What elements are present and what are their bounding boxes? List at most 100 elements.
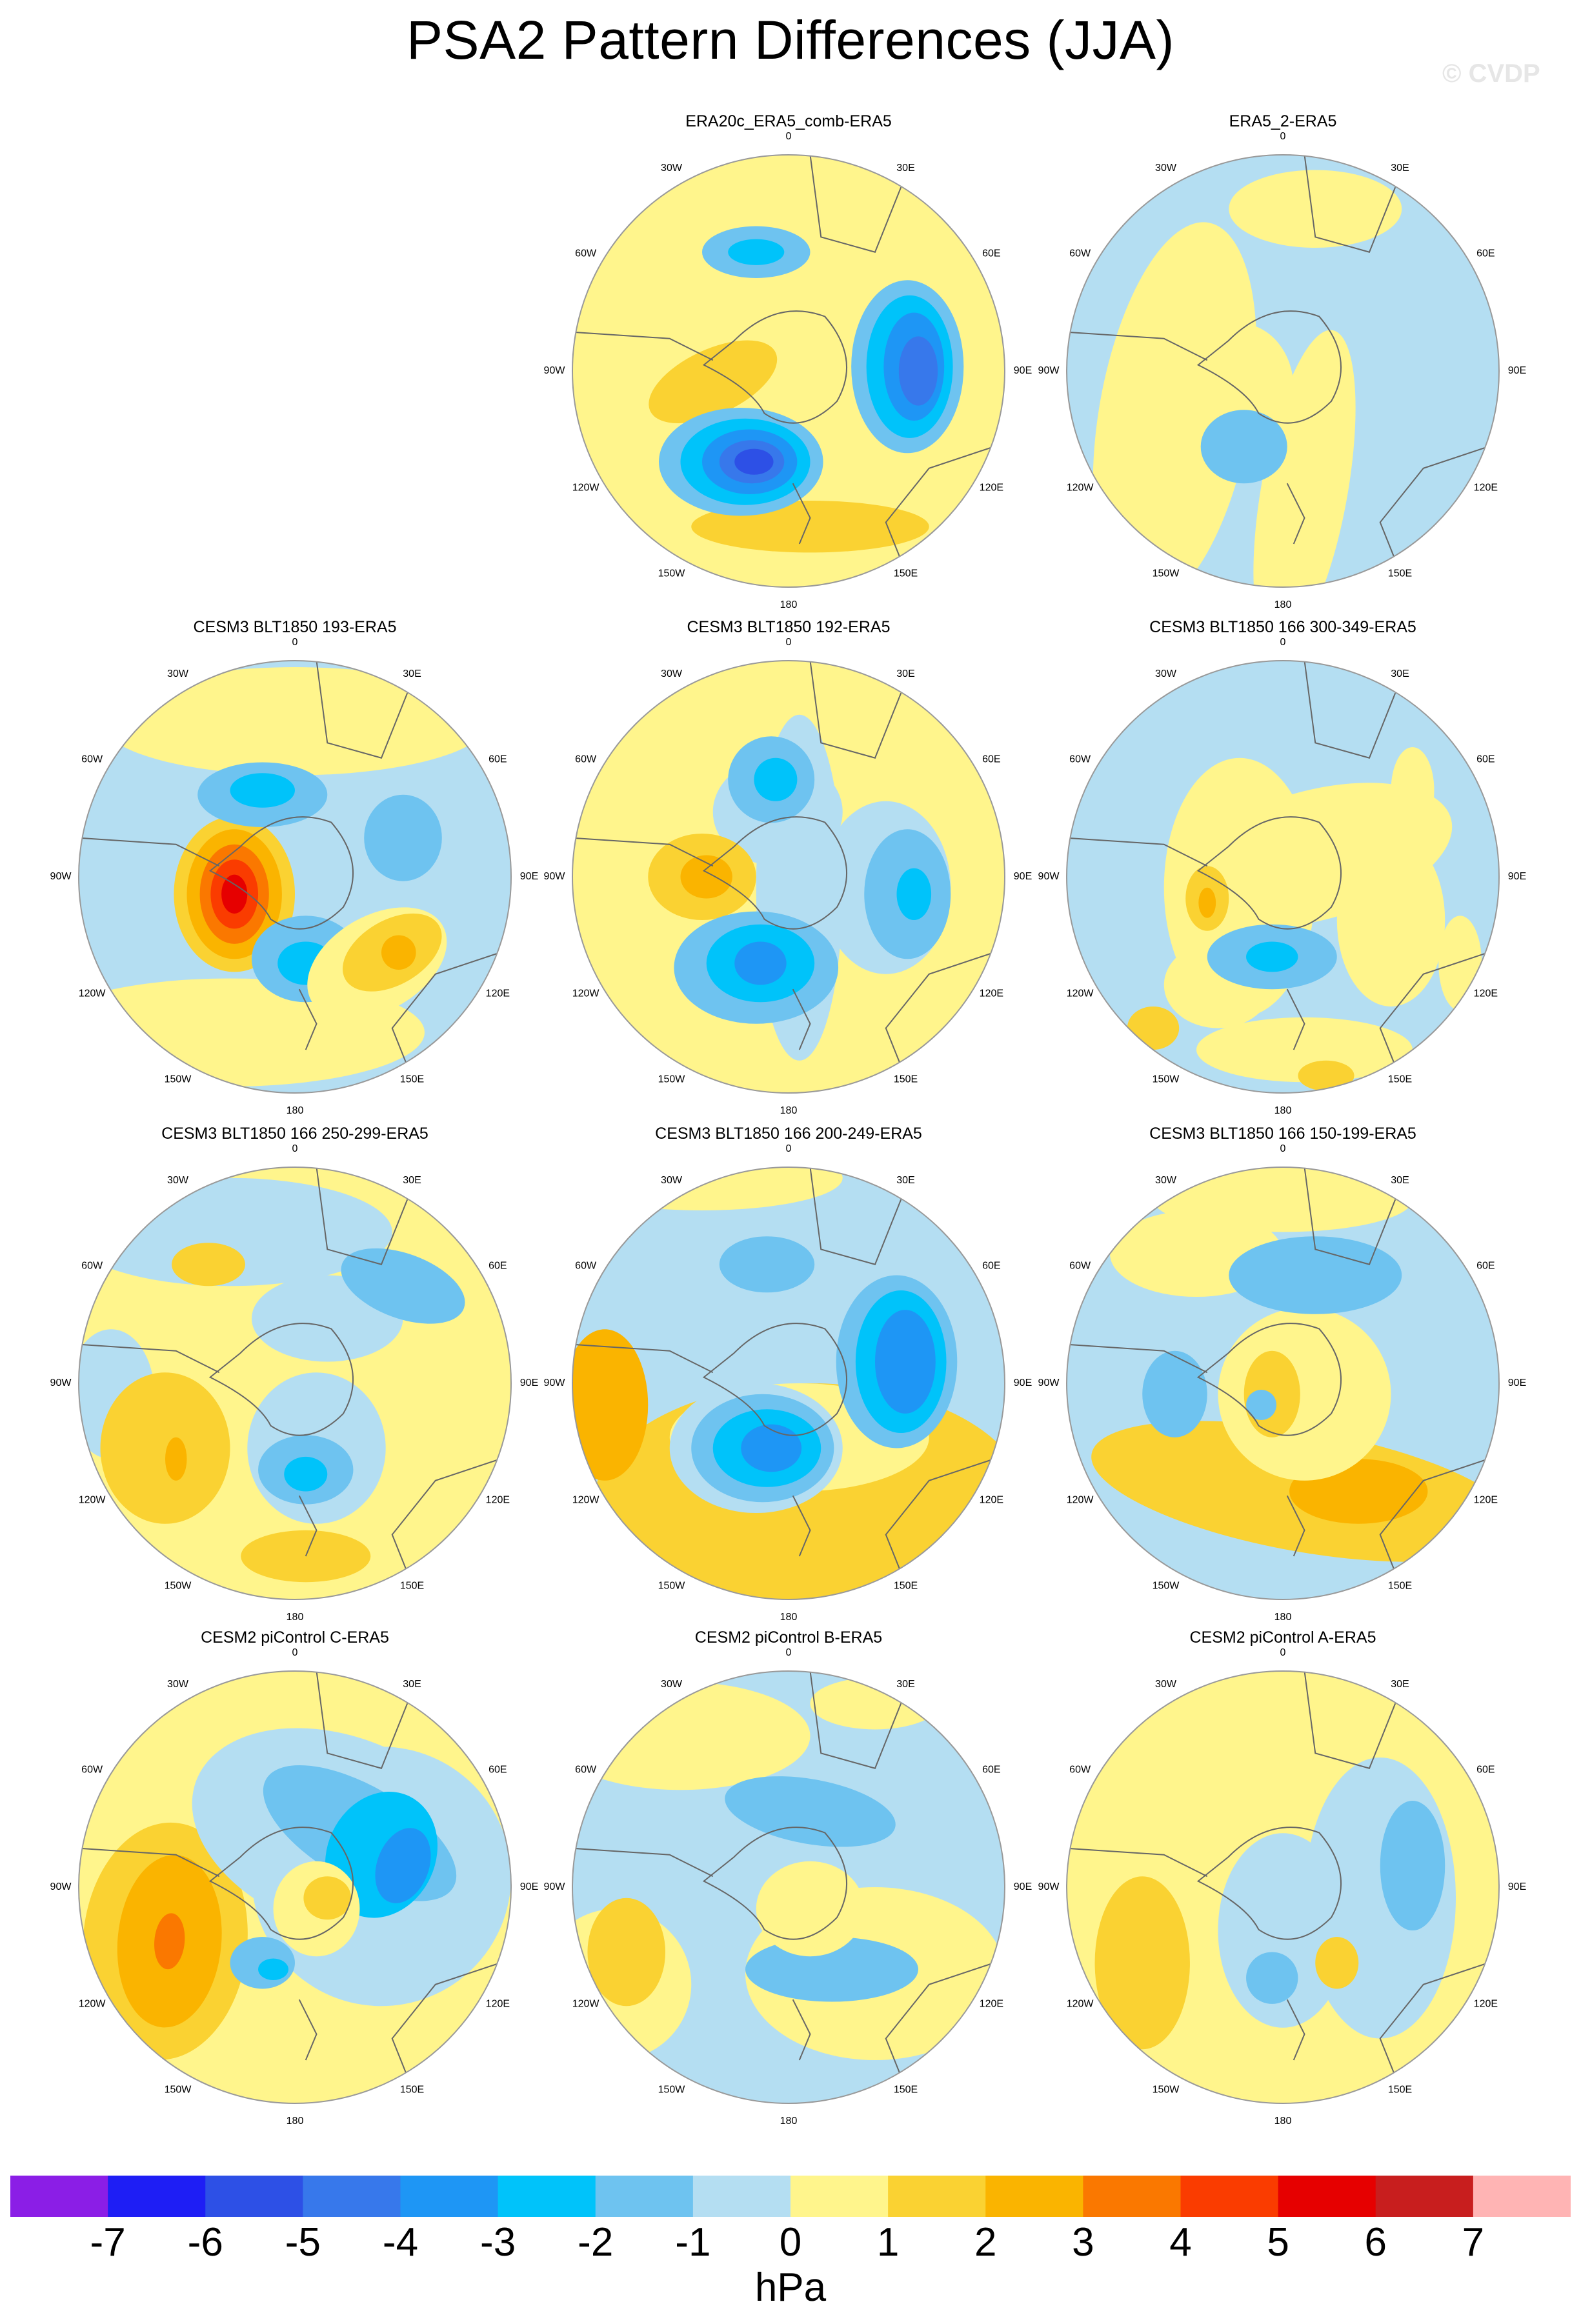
longitude-label: 60E: [488, 754, 507, 765]
longitude-label: 0: [1280, 131, 1286, 142]
longitude-label: 90E: [520, 1881, 538, 1892]
longitude-label: 120E: [980, 1999, 1003, 2010]
colorbar-swatch: [1375, 2176, 1474, 2217]
panel-title: ERA5_2-ERA5: [1229, 112, 1337, 130]
longitude-label: 150E: [400, 2085, 424, 2096]
longitude-label: 60E: [1476, 754, 1495, 765]
contour-region: [734, 941, 787, 985]
map-boundary: [1066, 1167, 1500, 1600]
contour-region: [1336, 834, 1445, 1007]
contour-region: [728, 239, 785, 265]
longitude-label: 120W: [572, 1495, 600, 1506]
colorbar-tick-label: 5: [1267, 2220, 1289, 2265]
longitude-label: 30E: [403, 1679, 421, 1690]
longitude-label: 60E: [488, 1261, 507, 1272]
longitude-label: 0: [786, 131, 792, 142]
longitude-label: 30W: [167, 1679, 189, 1690]
longitude-label: 90W: [544, 871, 566, 882]
longitude-label: 120W: [1067, 988, 1094, 999]
longitude-label: 30E: [1391, 668, 1409, 679]
figure-title: PSA2 Pattern Differences (JJA): [407, 10, 1174, 70]
longitude-label: 60W: [81, 754, 103, 765]
longitude-label: 120E: [486, 988, 510, 999]
colorbar-swatch: [985, 2176, 1083, 2217]
longitude-label: 180: [1274, 599, 1292, 610]
longitude-label: 120W: [572, 1999, 600, 2010]
panel-title: CESM2 piControl C-ERA5: [201, 1628, 389, 1647]
colorbar-labels: -7 -6 -5 -4 -3 -2 -1 0 1 2 3 4 5 6 7: [0, 2219, 1581, 2278]
longitude-label: 60E: [1476, 248, 1495, 259]
longitude-label: 90E: [1014, 871, 1032, 882]
longitude-label: 90E: [1508, 871, 1526, 882]
map-panels: ERA20c_ERA5_comb-ERA5030E60E90E120E150E1…: [50, 112, 1527, 2127]
contour-region: [1229, 170, 1402, 248]
longitude-label: 60W: [81, 1765, 103, 1776]
longitude-label: 120E: [980, 483, 1003, 494]
coastline: [79, 1671, 501, 2093]
colorbar-swatch: [10, 2176, 108, 2217]
colorbar-tick-label: 0: [779, 2220, 802, 2265]
longitude-label: 120W: [1067, 483, 1094, 494]
longitude-label: 0: [1280, 1143, 1286, 1154]
longitude-label: 180: [780, 1612, 798, 1623]
longitude-label: 30W: [661, 1175, 683, 1186]
contour-region: [1229, 1236, 1402, 1314]
map-boundary: [1066, 1670, 1500, 2104]
longitude-label: 150W: [658, 2085, 686, 2096]
colorbar-tick-label: 3: [1072, 2220, 1094, 2265]
longitude-label: 60E: [488, 1765, 507, 1776]
contour-region: [1093, 222, 1257, 587]
contour-region: [680, 855, 732, 899]
contour-region: [572, 1329, 649, 1481]
contour-field: [79, 1671, 511, 2103]
contour-region: [341, 1248, 465, 1324]
contour-region: [1196, 1017, 1413, 1083]
panel-title: CESM3 BLT1850 166 250-299-ERA5: [161, 1125, 428, 1143]
contour-region: [375, 1828, 431, 1903]
contour-region: [230, 773, 295, 808]
colorbar-swatch: [1278, 2176, 1376, 2217]
longitude-label: 60W: [575, 1261, 597, 1272]
colorbar-swatch: [888, 2176, 986, 2217]
longitude-label: 120W: [572, 988, 600, 999]
colorbar-swatch: [692, 2176, 791, 2217]
longitude-label: 30E: [896, 1679, 914, 1690]
map-boundary: [78, 1670, 512, 2104]
map-boundary: [78, 1167, 512, 1600]
longitude-label: 180: [1274, 1612, 1292, 1623]
contour-region: [741, 1424, 802, 1472]
colorbar-tick-label: -6: [187, 2220, 223, 2265]
contour-region: [745, 1937, 918, 2002]
contour-region: [100, 667, 490, 776]
longitude-label: 120E: [1474, 988, 1498, 999]
longitude-label: 0: [786, 1143, 792, 1154]
coastline: [1067, 1671, 1489, 2093]
longitude-label: 90E: [520, 871, 538, 882]
contour-field: [572, 1167, 1005, 1599]
longitude-label: 30E: [1391, 163, 1409, 174]
coastline: [572, 155, 994, 577]
longitude-label: 150W: [658, 1581, 686, 1592]
longitude-label: 60E: [982, 248, 1000, 259]
longitude-label: 30W: [661, 1679, 683, 1690]
contour-region: [1246, 941, 1298, 972]
longitude-label: 150W: [165, 2085, 192, 2096]
contour-field: [1067, 155, 1499, 587]
contour-region: [1380, 1801, 1445, 1930]
longitude-label: 120E: [980, 1495, 1003, 1506]
colorbar-tick-label: -2: [578, 2220, 614, 2265]
contour-region: [364, 794, 442, 881]
longitude-label: 0: [1280, 1647, 1286, 1658]
map-boundary: [572, 154, 1005, 588]
longitude-label: 150W: [165, 1074, 192, 1085]
contour-region: [649, 340, 778, 423]
map-boundary: [1066, 660, 1500, 1094]
longitude-label: 180: [287, 1612, 304, 1623]
longitude-label: 90W: [1038, 1377, 1060, 1388]
longitude-label: 30W: [661, 668, 683, 679]
longitude-label: 60E: [1476, 1261, 1495, 1272]
longitude-label: 150E: [1388, 1074, 1412, 1085]
